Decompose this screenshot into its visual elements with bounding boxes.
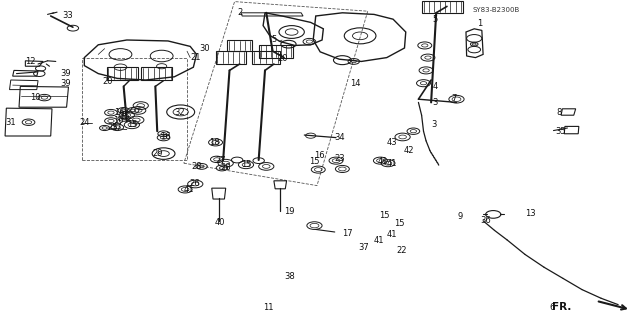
Text: 18: 18 — [209, 138, 220, 147]
Text: 8: 8 — [557, 108, 562, 117]
Text: 19: 19 — [284, 207, 295, 216]
Text: 25: 25 — [108, 123, 119, 132]
Text: 6: 6 — [549, 303, 554, 312]
Text: 24: 24 — [79, 118, 90, 127]
Text: SY83-B2300B: SY83-B2300B — [472, 7, 520, 13]
Text: 11: 11 — [263, 303, 274, 312]
Text: 1: 1 — [477, 20, 482, 28]
Text: 39: 39 — [60, 79, 71, 88]
Text: 15: 15 — [119, 112, 130, 121]
Text: 41: 41 — [378, 157, 389, 166]
Text: 15: 15 — [309, 157, 320, 166]
Text: 30: 30 — [200, 44, 210, 53]
Text: 10: 10 — [30, 93, 41, 102]
Text: 12: 12 — [25, 57, 36, 66]
Text: 3: 3 — [431, 120, 436, 129]
Text: 29: 29 — [152, 149, 163, 158]
Text: 43: 43 — [387, 138, 398, 147]
Text: 32: 32 — [174, 108, 185, 117]
Text: 16: 16 — [314, 151, 325, 160]
Text: 41: 41 — [184, 185, 195, 194]
Text: 20: 20 — [103, 77, 113, 86]
Text: 41: 41 — [374, 236, 385, 245]
Text: 22: 22 — [396, 246, 407, 255]
Text: 28: 28 — [191, 162, 202, 171]
Text: 41: 41 — [387, 159, 398, 168]
Text: 35: 35 — [555, 127, 566, 136]
Text: 9: 9 — [458, 212, 463, 221]
Text: 13: 13 — [525, 209, 536, 218]
Text: 39: 39 — [60, 69, 71, 78]
Text: 15: 15 — [394, 219, 405, 228]
Text: 34: 34 — [335, 133, 346, 142]
Text: 20: 20 — [278, 54, 288, 63]
Text: 5: 5 — [432, 15, 437, 24]
Text: 15: 15 — [379, 211, 390, 220]
Text: 21: 21 — [190, 53, 201, 62]
Text: 14: 14 — [350, 79, 361, 88]
Text: 37: 37 — [111, 123, 122, 132]
Text: 40: 40 — [214, 218, 225, 227]
Text: 15: 15 — [241, 160, 252, 169]
Text: 16: 16 — [113, 116, 124, 125]
Text: 3: 3 — [432, 98, 437, 107]
Text: FR.: FR. — [552, 301, 571, 312]
Text: 42: 42 — [403, 146, 414, 155]
Text: 4: 4 — [432, 82, 437, 91]
Text: 28: 28 — [221, 163, 231, 172]
Text: 37: 37 — [358, 243, 369, 252]
Text: 17: 17 — [342, 229, 353, 238]
Text: 36: 36 — [481, 216, 491, 225]
Text: 16: 16 — [160, 132, 171, 141]
Text: 26: 26 — [189, 179, 200, 188]
Text: 7: 7 — [451, 94, 456, 103]
Text: 23: 23 — [335, 154, 346, 163]
Text: 38: 38 — [284, 272, 295, 281]
Text: 2: 2 — [238, 8, 243, 17]
Text: 41: 41 — [387, 230, 398, 239]
Text: 27: 27 — [216, 156, 226, 165]
Text: 33: 33 — [62, 12, 73, 20]
Text: 5: 5 — [271, 36, 276, 44]
Text: 16: 16 — [114, 108, 125, 117]
Text: 15: 15 — [127, 120, 138, 129]
Text: 31: 31 — [5, 118, 16, 127]
